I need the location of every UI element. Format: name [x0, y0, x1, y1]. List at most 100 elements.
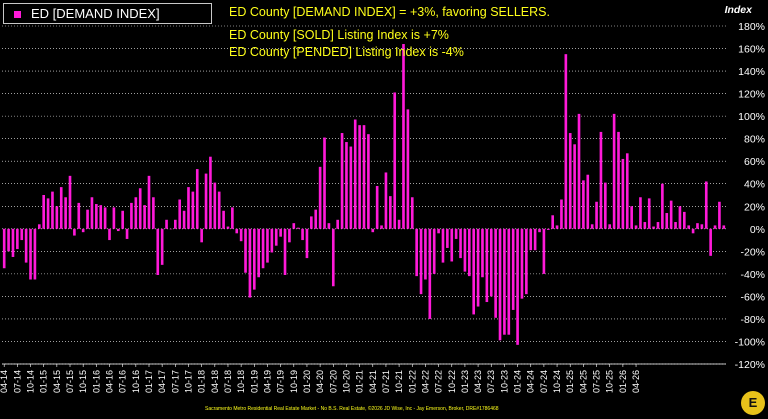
bar: [59, 187, 63, 229]
x-tick-label: 07-15: [65, 370, 75, 393]
x-tick-label: 04-14: [0, 370, 9, 393]
bar: [459, 228, 462, 259]
x-tick-label: 04-23: [473, 370, 483, 393]
bar: [586, 174, 590, 229]
bar: [160, 228, 164, 265]
bar: [410, 197, 414, 229]
bar: [573, 144, 576, 229]
x-tick-label: 04-17: [157, 370, 167, 393]
y-axis-title: Index: [725, 4, 754, 16]
x-tick-label: 04-18: [210, 370, 220, 393]
bar: [46, 198, 50, 229]
bar: [476, 228, 480, 307]
bar: [24, 228, 28, 263]
bar: [130, 202, 133, 229]
bar: [191, 191, 195, 229]
bar: [367, 134, 370, 229]
bar: [538, 228, 541, 233]
y-tick-label: 160%: [738, 44, 765, 56]
bar: [217, 191, 221, 229]
bar: [704, 181, 708, 229]
bar: [274, 228, 278, 246]
bar: [270, 228, 274, 253]
bar: [68, 175, 72, 229]
bar: [560, 199, 563, 229]
x-axis-ticks: 04-14 07-14 10-14 01-15 04-15 07-15 10-15 01-16…: [0, 364, 641, 393]
x-tick-label: 04-22: [420, 370, 430, 393]
y-axis-ticks: 180% 160% 140% 120% 100% 80% 60% 40% 20% 0% -20% -4…: [735, 21, 765, 371]
bar: [498, 228, 502, 341]
bar: [415, 228, 418, 277]
bar: [503, 228, 506, 335]
footer-credit: Sacramento Metro Residential Real Estate…: [205, 406, 499, 412]
x-tick-label: 07-16: [118, 370, 128, 393]
bar: [389, 196, 392, 229]
bar: [393, 92, 397, 229]
bar: [511, 228, 515, 310]
bar: [353, 119, 357, 229]
bar: [283, 228, 287, 275]
y-tick-label: -40%: [740, 269, 765, 281]
x-tick-label: 01-22: [407, 370, 417, 393]
bar: [73, 228, 76, 236]
bar: [406, 109, 410, 229]
y-tick-label: 60%: [744, 156, 765, 168]
x-tick-label: 10-14: [26, 370, 36, 393]
bar: [174, 219, 177, 229]
bar: [696, 223, 699, 229]
bar: [546, 228, 550, 230]
bar: [235, 228, 239, 234]
x-tick-label: 10-17: [183, 370, 193, 393]
bar: [463, 228, 467, 272]
y-tick-label: 180%: [738, 21, 765, 33]
bar: [187, 187, 190, 229]
bar: [340, 133, 344, 229]
bar: [608, 224, 612, 229]
bar: [261, 228, 265, 269]
x-tick-label: 07-17: [170, 370, 180, 393]
bar: [542, 228, 546, 274]
bar: [195, 169, 199, 229]
x-tick-label: 01-26: [618, 370, 628, 393]
bar: [121, 210, 124, 229]
bar: [625, 153, 629, 229]
bar: [713, 225, 717, 229]
x-tick-label: 07-14: [12, 370, 22, 393]
bar: [529, 228, 533, 251]
x-tick-label: 10-18: [236, 370, 246, 393]
bar: [279, 228, 282, 237]
x-tick-label: 07-19: [276, 370, 286, 393]
bar: [384, 172, 388, 229]
bar: [652, 226, 655, 229]
bar: [165, 219, 168, 229]
bar: [95, 204, 98, 229]
bar: [310, 216, 313, 229]
bar: [252, 228, 256, 290]
x-tick-label: 04-24: [526, 370, 536, 393]
y-tick-label: 120%: [738, 89, 765, 101]
bar: [402, 44, 405, 229]
bar: [371, 228, 375, 233]
bar: [639, 197, 642, 229]
x-tick-label: 10-24: [552, 370, 562, 393]
bar: [718, 201, 721, 229]
annotation-sold: ED County [SOLD] Listing Index is +7%: [229, 28, 449, 42]
bar: [687, 225, 691, 229]
x-tick-label: 07-22: [434, 370, 444, 393]
bar: [204, 173, 208, 229]
x-tick-label: 07-20: [328, 370, 338, 393]
bar: [643, 222, 647, 229]
x-tick-label: 07-25: [592, 370, 602, 393]
y-tick-label: 0%: [750, 224, 765, 236]
bar: [678, 206, 682, 229]
bar: [595, 201, 598, 229]
x-tick-label: 04-20: [315, 370, 325, 393]
logo-letter: E: [748, 395, 758, 410]
bar: [33, 228, 37, 280]
x-tick-label: 07-21: [381, 370, 391, 393]
bar: [656, 222, 660, 229]
bar: [349, 146, 353, 229]
bar: [231, 207, 234, 229]
bar: [472, 228, 476, 315]
bar: [533, 228, 537, 251]
